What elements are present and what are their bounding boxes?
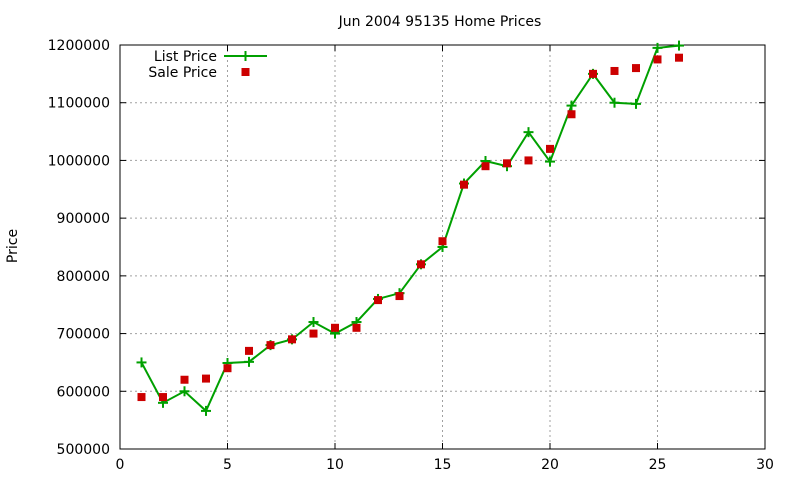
sale-price-point [202, 374, 210, 383]
list-price-point [609, 97, 620, 108]
sale-price-point [546, 144, 554, 153]
x-tick-label: 30 [756, 457, 774, 473]
sale-price-point [610, 66, 619, 75]
sale-price-point [159, 393, 167, 402]
legend-label: List Price [154, 49, 217, 65]
list-price-point [674, 40, 684, 51]
sale-price-point [180, 375, 189, 384]
sale-price-point [481, 162, 490, 171]
x-tick-label: 25 [649, 457, 667, 473]
sale-price-point [395, 292, 404, 301]
list-price-point [201, 405, 211, 416]
sale-price-point [223, 364, 232, 373]
y-tick-label: 1200000 [48, 38, 110, 54]
y-tick-label: 700000 [57, 327, 110, 343]
sale-price-point [438, 237, 447, 246]
sale-price-point [245, 346, 253, 355]
y-tick-label: 500000 [57, 442, 110, 458]
y-tick-label: 800000 [57, 269, 110, 285]
x-tick-label: 15 [434, 457, 452, 473]
series-sale-price [137, 53, 683, 402]
y-tick-label: 900000 [57, 211, 110, 227]
y-tick-label: 600000 [57, 384, 110, 400]
sale-price-point [331, 323, 339, 332]
list-price-point [308, 317, 319, 328]
legend-plus-marker [240, 51, 251, 61]
y-tick-label: 1100000 [48, 96, 110, 112]
x-tick-label: 5 [223, 457, 232, 473]
sale-price-point [524, 156, 533, 165]
y-axis-label: Price [5, 229, 21, 263]
list-price-point [523, 127, 534, 138]
sale-price-point [589, 69, 597, 78]
x-tick-label: 20 [541, 457, 559, 473]
list-price-point [244, 356, 254, 367]
sale-price-point [632, 64, 640, 73]
list-price-point [545, 156, 555, 167]
sale-price-point [266, 341, 275, 350]
sale-price-point [503, 159, 511, 168]
chart-title: Jun 2004 95135 Home Prices [338, 14, 542, 30]
sale-price-point [288, 335, 296, 344]
x-tick-label: 10 [326, 457, 344, 473]
sale-price-point [567, 110, 576, 119]
x-tick-label: 0 [116, 457, 125, 473]
axes: 0 5 10 15 20 25 30 500000 600000 700000 800000 9000… [48, 38, 774, 473]
sale-price-point [352, 323, 361, 332]
legend-square-marker [241, 68, 250, 76]
list-price-point [136, 357, 147, 368]
list-price-point [179, 386, 190, 397]
legend-label: Sale Price [148, 65, 217, 81]
list-price-point [631, 98, 641, 109]
sale-price-point [137, 393, 146, 402]
sale-price-point [309, 329, 318, 338]
list-price-point [566, 100, 577, 111]
sale-price-point [653, 55, 662, 64]
y-tick-label: 1000000 [48, 153, 110, 169]
sale-price-point [417, 260, 425, 269]
series [136, 40, 684, 416]
sale-price-point [460, 180, 468, 189]
sale-price-point [675, 53, 683, 62]
list-price-point [652, 42, 663, 53]
sale-price-point [374, 296, 382, 305]
